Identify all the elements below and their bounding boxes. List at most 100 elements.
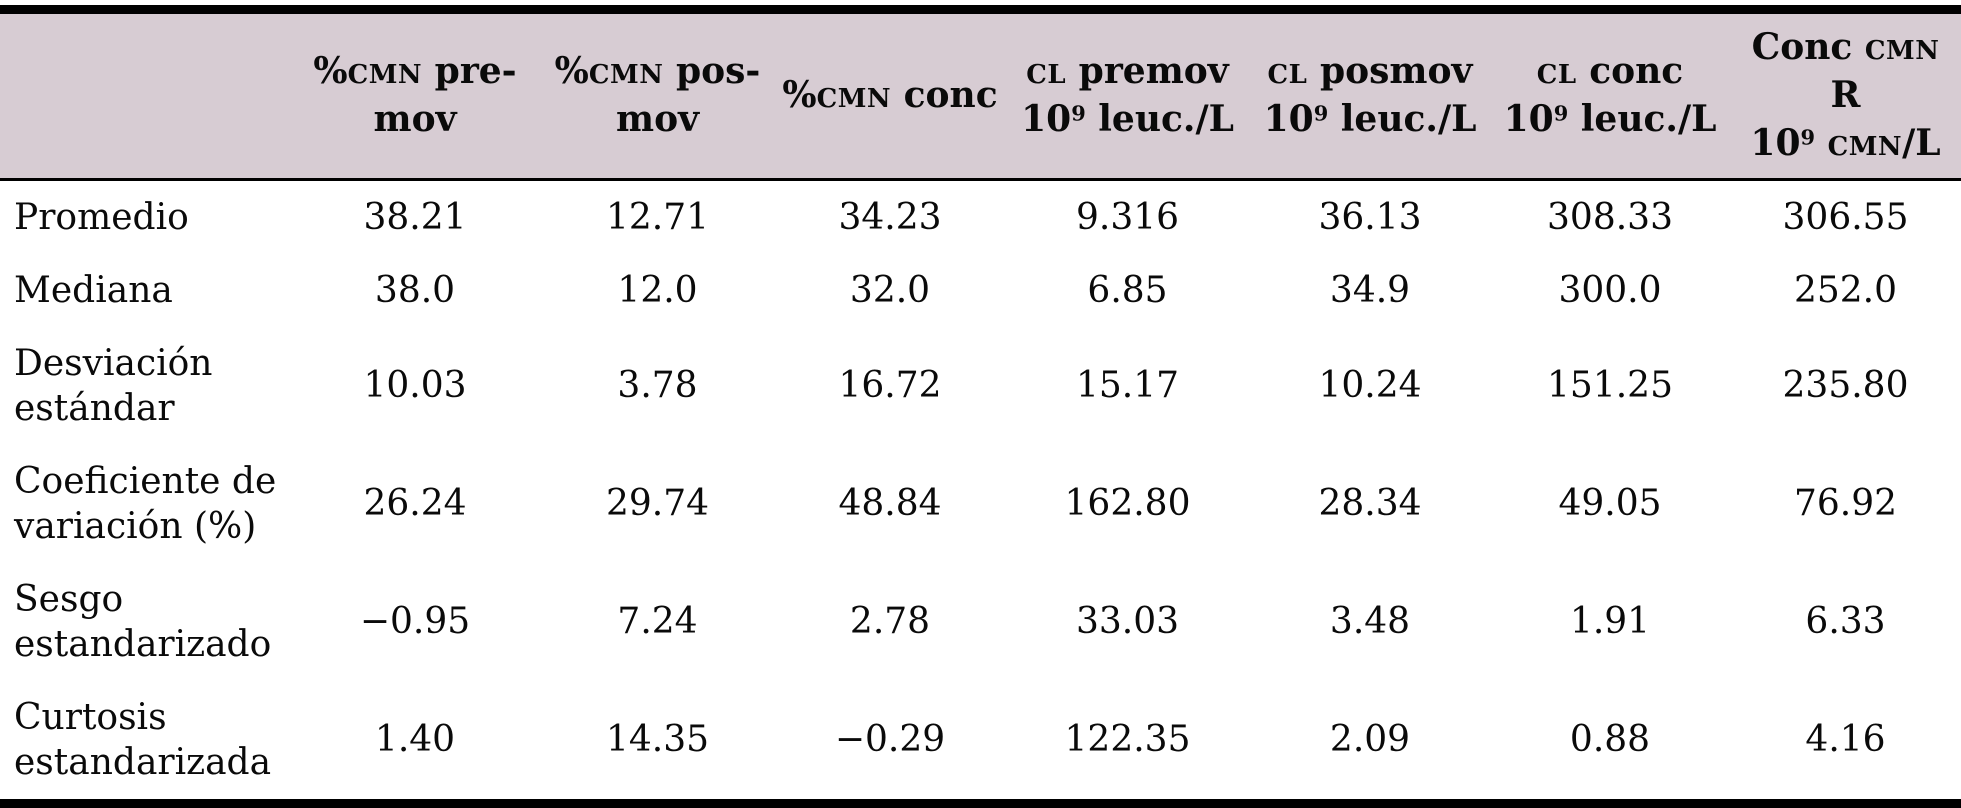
row-label: Curtosis estandarizada <box>0 680 290 804</box>
row-label: Mediana <box>0 253 290 327</box>
text-segment: Conc <box>1751 26 1865 68</box>
value-cell: 2.09 <box>1250 680 1490 804</box>
value-cell: 308.33 <box>1490 179 1730 254</box>
header-line-2: mov <box>544 96 771 144</box>
value-cell: −0.29 <box>775 680 1005 804</box>
header-cell-cl-conc: CL conc 109 leuc./L <box>1490 9 1730 181</box>
text-segment: % <box>554 49 589 92</box>
text-segment: 10 <box>1750 121 1801 164</box>
text-segment: /L <box>1902 121 1941 164</box>
value-cell: 49.05 <box>1490 444 1730 563</box>
row-label: Sesgo estandarizado <box>0 562 290 681</box>
value-cell: 76.92 <box>1730 444 1961 563</box>
value-cell: 151.25 <box>1490 326 1730 445</box>
value-cell: 252.0 <box>1730 253 1961 327</box>
text-segment: R <box>1830 73 1861 116</box>
header-line-1: %CMN pos- <box>544 48 771 96</box>
text-segment: premov <box>1066 49 1229 92</box>
value-cell: 15.17 <box>1005 326 1250 445</box>
value-cell: 12.0 <box>540 253 775 327</box>
superscript-text: 9 <box>1800 124 1816 150</box>
header-line-1: CL conc <box>1494 48 1726 96</box>
value-cell: 10.24 <box>1250 326 1490 445</box>
value-cell: 300.0 <box>1490 253 1730 327</box>
superscript-text: 9 <box>1553 100 1569 126</box>
value-cell: 48.84 <box>775 444 1005 563</box>
header-line-1: %CMN pre- <box>294 48 536 96</box>
value-cell: 6.85 <box>1005 253 1250 327</box>
statistical-summary-table: %CMN pre- mov %CMN pos- mov %CMN conc CL… <box>0 5 1961 808</box>
value-cell: 1.40 <box>290 680 540 804</box>
value-cell: 16.72 <box>775 326 1005 445</box>
value-cell: 1.91 <box>1490 562 1730 681</box>
row-label: Desviación estándar <box>0 326 290 445</box>
text-segment: 10 <box>1021 97 1072 140</box>
value-cell: 2.78 <box>775 562 1005 681</box>
header-line-1: CL posmov <box>1254 48 1486 96</box>
smallcaps-text: CMN <box>1827 131 1903 162</box>
value-cell: 38.21 <box>290 179 540 254</box>
value-cell: 235.80 <box>1730 326 1961 445</box>
value-cell: 34.9 <box>1250 253 1490 327</box>
value-cell: 306.55 <box>1730 179 1961 254</box>
value-cell: 10.03 <box>290 326 540 445</box>
header-line-1: CL premov <box>1009 48 1246 96</box>
header-line-2: 109 leuc./L <box>1009 96 1246 144</box>
text-segment <box>1815 122 1828 164</box>
header-cell-cl-posmov: CL posmov 109 leuc./L <box>1250 9 1490 181</box>
text-segment: leuc./L <box>1568 97 1717 140</box>
text-segment: % <box>782 73 817 116</box>
header-cell-empty <box>0 9 290 181</box>
header-cell-pct-cmn-conc: %CMN conc <box>775 9 1005 181</box>
smallcaps-text: CMN <box>347 59 423 90</box>
smallcaps-text: CMN <box>588 59 664 90</box>
smallcaps-text: CMN <box>816 83 892 114</box>
text-segment: leuc./L <box>1085 97 1234 140</box>
value-cell: −0.95 <box>290 562 540 681</box>
text-segment: % <box>313 49 348 92</box>
header-line-2: 109 leuc./L <box>1254 96 1486 144</box>
text-segment: conc <box>1576 49 1684 92</box>
text-segment: pos- <box>663 49 761 92</box>
value-cell: 7.24 <box>540 562 775 681</box>
header-line-2: mov <box>294 96 536 144</box>
table-row-desviacion-estandar: Desviación estándar 10.03 3.78 16.72 15.… <box>0 326 1961 445</box>
header-cell-conc-cmn-r: Conc CMN R 109 CMN/L <box>1730 9 1961 181</box>
value-cell: 6.33 <box>1730 562 1961 681</box>
text-segment: conc <box>891 73 998 116</box>
header-cell-pct-cmn-posmov: %CMN pos- mov <box>540 9 775 181</box>
text-segment: posmov <box>1307 49 1473 92</box>
value-cell: 29.74 <box>540 444 775 563</box>
value-cell: 34.23 <box>775 179 1005 254</box>
row-label: Promedio <box>0 179 290 254</box>
text-segment: 10 <box>1503 97 1554 140</box>
value-cell: 32.0 <box>775 253 1005 327</box>
table-body: Promedio 38.21 12.71 34.23 9.316 36.13 3… <box>0 179 1961 804</box>
header-line-1: Conc CMN R <box>1734 24 1957 120</box>
smallcaps-text: CL <box>1267 59 1308 90</box>
value-cell: 9.316 <box>1005 179 1250 254</box>
value-cell: 28.34 <box>1250 444 1490 563</box>
text-segment: 10 <box>1263 97 1314 140</box>
value-cell: 12.71 <box>540 179 775 254</box>
header-line-1: %CMN conc <box>779 72 1001 120</box>
value-cell: 0.88 <box>1490 680 1730 804</box>
value-cell: 3.48 <box>1250 562 1490 681</box>
value-cell: 4.16 <box>1730 680 1961 804</box>
smallcaps-text: CL <box>1026 59 1067 90</box>
value-cell: 122.35 <box>1005 680 1250 804</box>
text-segment: mov <box>615 97 700 140</box>
superscript-text: 9 <box>1071 100 1086 126</box>
table-row-promedio: Promedio 38.21 12.71 34.23 9.316 36.13 3… <box>0 179 1961 254</box>
text-segment: pre- <box>422 49 517 92</box>
text-segment: mov <box>373 97 457 140</box>
smallcaps-text: CMN <box>1864 36 1940 66</box>
header-line-2: 109 leuc./L <box>1494 96 1726 144</box>
table-row-sesgo-estandarizado: Sesgo estandarizado −0.95 7.24 2.78 33.0… <box>0 562 1961 681</box>
header-cell-cl-premov: CL premov 109 leuc./L <box>1005 9 1250 181</box>
text-segment: leuc./L <box>1328 97 1477 140</box>
header-cell-pct-cmn-premov: %CMN pre- mov <box>290 9 540 181</box>
table-header: %CMN pre- mov %CMN pos- mov %CMN conc CL… <box>0 9 1961 181</box>
value-cell: 14.35 <box>540 680 775 804</box>
row-label: Coeficiente de variación (%) <box>0 444 290 563</box>
